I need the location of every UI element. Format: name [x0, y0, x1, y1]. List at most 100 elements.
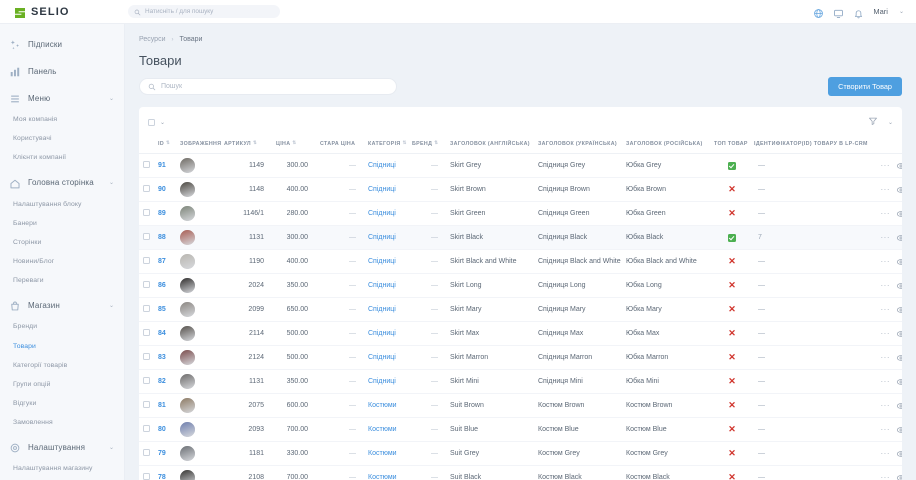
sidebar-subitem-advantages[interactable]: Переваги — [13, 277, 44, 285]
monitor-icon[interactable] — [833, 6, 844, 18]
more-icon[interactable]: ··· — [880, 328, 890, 338]
sidebar-subitem-banners[interactable]: Банери — [13, 219, 37, 227]
chevron-down-icon[interactable]: ⌄ — [108, 180, 114, 187]
more-icon[interactable]: ··· — [880, 472, 890, 480]
sidebar-subitem-block-settings[interactable]: Налаштування блоку — [13, 200, 82, 208]
table-row[interactable]: 81 2075 600.00— Костюми — Suit Brown Костюм Br… — [139, 393, 902, 418]
app-logo[interactable]: SELIO — [0, 6, 125, 18]
sort-icon[interactable]: ⇅ — [434, 140, 439, 146]
more-icon[interactable]: ··· — [880, 448, 890, 458]
category-link[interactable]: Спідниці — [368, 186, 396, 193]
sidebar-item-subscriptions[interactable]: Підписки — [0, 32, 124, 56]
product-id-link[interactable]: 80 — [158, 426, 166, 433]
global-search-input[interactable]: Натисніть / для пошуку — [128, 5, 280, 18]
more-icon[interactable]: ··· — [880, 160, 890, 170]
category-link[interactable]: Костюми — [368, 426, 397, 433]
row-checkbox[interactable] — [143, 353, 150, 360]
col-price[interactable]: Ціна ⇅ — [274, 136, 318, 154]
category-link[interactable]: Спідниці — [368, 282, 396, 289]
category-link[interactable]: Костюми — [368, 474, 397, 480]
category-link[interactable]: Костюми — [368, 402, 397, 409]
sort-icon[interactable]: ⇅ — [402, 140, 407, 146]
sidebar-subitem-orders[interactable]: Замовлення — [13, 419, 53, 427]
category-link[interactable]: Спідниці — [368, 234, 396, 241]
row-checkbox[interactable] — [143, 377, 150, 384]
product-id-link[interactable]: 86 — [158, 282, 166, 289]
view-icon[interactable] — [896, 425, 902, 435]
row-checkbox[interactable] — [143, 401, 150, 408]
more-icon[interactable]: ··· — [880, 304, 890, 314]
product-thumbnail[interactable] — [180, 374, 195, 389]
table-row[interactable]: 85 2099 650.00— Спідниці — Skirt Mary Спідниця… — [139, 297, 902, 322]
product-thumbnail[interactable] — [180, 470, 195, 480]
more-icon[interactable]: ··· — [880, 256, 890, 266]
row-checkbox[interactable] — [143, 449, 150, 456]
bell-icon[interactable] — [853, 6, 864, 19]
product-thumbnail[interactable] — [180, 206, 195, 221]
product-thumbnail[interactable] — [180, 254, 195, 269]
chevron-down-icon[interactable]: ⌄ — [108, 95, 114, 102]
category-link[interactable]: Спідниці — [368, 162, 396, 169]
view-icon[interactable] — [896, 449, 902, 459]
sidebar-subitem-products[interactable]: Товари — [13, 342, 36, 350]
row-checkbox[interactable] — [143, 233, 150, 240]
sidebar-subitem-pages[interactable]: Сторінки — [13, 238, 42, 246]
col-category[interactable]: Категорія ⇅ — [366, 136, 410, 154]
col-id[interactable]: ID ⇅ — [156, 136, 178, 154]
product-id-link[interactable]: 85 — [158, 306, 166, 313]
more-icon[interactable]: ··· — [880, 376, 890, 386]
more-icon[interactable]: ··· — [880, 280, 890, 290]
table-row[interactable]: 84 2114 500.00— Спідниці — Skirt Max Спідниця … — [139, 321, 902, 346]
more-icon[interactable]: ··· — [880, 184, 890, 194]
sidebar-subitem-product-categories[interactable]: Категорії товарів — [13, 361, 68, 369]
row-checkbox[interactable] — [143, 185, 150, 192]
more-icon[interactable]: ··· — [880, 424, 890, 434]
row-checkbox[interactable] — [143, 161, 150, 168]
more-icon[interactable]: ··· — [880, 400, 890, 410]
product-id-link[interactable]: 84 — [158, 330, 166, 337]
product-id-link[interactable]: 89 — [158, 210, 166, 217]
category-link[interactable]: Спідниці — [368, 210, 396, 217]
sidebar-item-homepage[interactable]: Головна сторінка ⌄ — [0, 171, 124, 195]
view-icon[interactable] — [896, 185, 902, 195]
table-row[interactable]: 89 1146/1 280.00— Спідниці — Skirt Green Спідн… — [139, 201, 902, 226]
globe-icon[interactable] — [813, 6, 824, 18]
sidebar-subitem-reviews[interactable]: Відгуки — [13, 400, 37, 408]
sort-icon[interactable]: ⇅ — [166, 140, 171, 146]
table-row[interactable]: 91 1149 300.00— Спідниці — Skirt Grey Спідниця… — [139, 153, 902, 178]
table-row[interactable]: 79 1181 330.00— Костюми — Suit Grey Костюм Gre… — [139, 441, 902, 466]
chevron-down-icon[interactable]: ⌄ — [887, 119, 893, 126]
table-row[interactable]: 78 2108 700.00— Костюми — Suit Black Костюм Bl… — [139, 465, 902, 480]
row-checkbox[interactable] — [143, 473, 150, 480]
product-id-link[interactable]: 87 — [158, 258, 166, 265]
more-icon[interactable]: ··· — [880, 352, 890, 362]
product-id-link[interactable]: 91 — [158, 162, 166, 169]
chevron-down-icon[interactable]: ⌄ — [108, 302, 114, 309]
sidebar-item-settings[interactable]: Налаштування ⌄ — [0, 435, 124, 459]
more-icon[interactable]: ··· — [880, 208, 890, 218]
view-icon[interactable] — [896, 377, 902, 387]
chevron-down-icon[interactable]: ⌄ — [898, 9, 904, 15]
sidebar-item-shop[interactable]: Магазин ⌄ — [0, 293, 124, 317]
category-link[interactable]: Спідниці — [368, 258, 396, 265]
breadcrumb-root[interactable]: Ресурси — [139, 36, 166, 43]
product-id-link[interactable]: 81 — [158, 402, 166, 409]
sidebar-subitem-option-groups[interactable]: Групи опцій — [13, 380, 51, 388]
table-row[interactable]: 88 1131 300.00— Спідниці — Skirt Black Спідниц… — [139, 225, 902, 250]
product-search-input[interactable]: Пошук — [139, 78, 397, 95]
row-checkbox[interactable] — [143, 305, 150, 312]
col-sku[interactable]: Артикул ⇅ — [222, 136, 274, 154]
table-row[interactable]: 86 2024 350.00— Спідниці — Skirt Long Спідниця… — [139, 273, 902, 298]
view-icon[interactable] — [896, 353, 902, 363]
view-icon[interactable] — [896, 257, 902, 267]
more-icon[interactable]: ··· — [880, 232, 890, 242]
sidebar-subitem-users[interactable]: Користувачі — [13, 135, 52, 143]
create-product-button[interactable]: Створити Товар — [828, 77, 902, 96]
filter-icon[interactable] — [868, 113, 878, 131]
product-thumbnail[interactable] — [180, 326, 195, 341]
view-icon[interactable] — [896, 329, 902, 339]
view-icon[interactable] — [896, 281, 902, 291]
table-row[interactable]: 90 1148 400.00— Спідниці — Skirt Brown Спідниц… — [139, 177, 902, 202]
product-thumbnail[interactable] — [180, 278, 195, 293]
product-thumbnail[interactable] — [180, 230, 195, 245]
